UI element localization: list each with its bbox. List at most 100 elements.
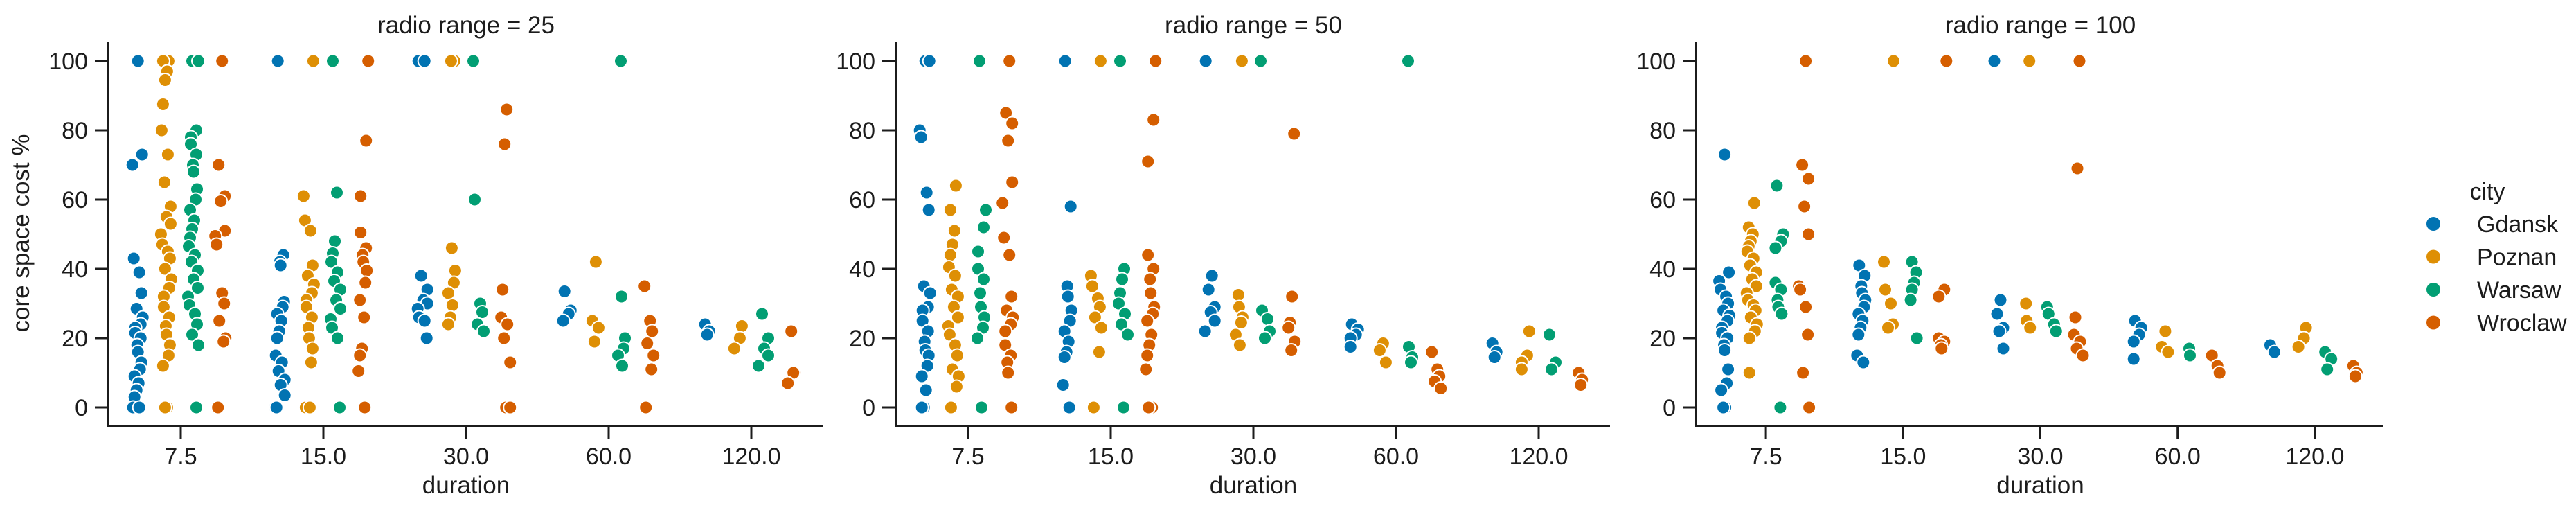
data-point bbox=[1851, 327, 1866, 342]
y-tick-mark bbox=[882, 337, 895, 340]
data-point bbox=[1487, 350, 1502, 364]
data-point bbox=[949, 348, 965, 363]
data-point bbox=[2347, 369, 2363, 384]
data-point bbox=[1140, 348, 1155, 363]
data-point bbox=[2266, 344, 2282, 360]
data-point bbox=[734, 319, 749, 333]
data-point bbox=[1004, 400, 1019, 415]
data-point bbox=[2158, 324, 2173, 339]
data-point bbox=[351, 364, 366, 378]
data-point bbox=[186, 164, 201, 179]
y-tick-label: 80 bbox=[849, 118, 875, 144]
data-point bbox=[646, 348, 661, 363]
data-point bbox=[645, 324, 660, 339]
data-point bbox=[1939, 53, 1954, 69]
facet-title: radio range = 25 bbox=[377, 12, 555, 39]
data-point bbox=[555, 313, 571, 328]
data-point bbox=[1795, 157, 1810, 173]
y-tick-label: 20 bbox=[62, 326, 88, 352]
data-point bbox=[1934, 341, 1949, 356]
data-point bbox=[1062, 400, 1077, 415]
data-point bbox=[640, 336, 655, 351]
data-point bbox=[444, 240, 459, 256]
data-point bbox=[1989, 306, 2005, 322]
x-tick-mark bbox=[1109, 427, 1112, 439]
data-point bbox=[157, 73, 172, 87]
data-point bbox=[1204, 268, 1219, 283]
x-tick-mark bbox=[465, 427, 467, 439]
data-point bbox=[1281, 320, 1296, 335]
data-point bbox=[497, 137, 512, 152]
data-point bbox=[1093, 320, 1109, 335]
data-point bbox=[1143, 285, 1159, 301]
data-point bbox=[2126, 334, 2141, 349]
data-point bbox=[1141, 247, 1156, 263]
legend-label: Poznan bbox=[2477, 245, 2557, 271]
data-point bbox=[1260, 312, 1275, 326]
data-point bbox=[130, 53, 145, 69]
data-point bbox=[942, 247, 958, 263]
data-point bbox=[132, 400, 147, 415]
data-point bbox=[1258, 331, 1272, 346]
facet-panel-2: radio range = 100 0 20 40 60 80 100 7.5 15.0 30.0… bbox=[1636, 12, 2383, 499]
data-point bbox=[1996, 341, 2011, 356]
data-point bbox=[417, 53, 432, 69]
data-point bbox=[949, 379, 964, 394]
data-point bbox=[1714, 382, 1729, 398]
data-point bbox=[614, 53, 628, 69]
data-point bbox=[999, 105, 1014, 121]
data-point bbox=[1197, 324, 1213, 339]
data-point bbox=[1717, 147, 1733, 162]
data-point bbox=[447, 263, 463, 278]
x-tick-mark bbox=[322, 427, 325, 439]
data-point bbox=[1877, 254, 1891, 270]
data-point bbox=[947, 268, 963, 283]
data-point bbox=[134, 147, 150, 162]
y-tick-mark bbox=[95, 267, 107, 270]
y-tick-mark bbox=[1683, 198, 1695, 201]
data-point bbox=[1234, 53, 1249, 69]
y-tick-label: 0 bbox=[75, 395, 88, 421]
data-point bbox=[1514, 362, 1529, 377]
data-point bbox=[132, 265, 147, 280]
data-point bbox=[976, 272, 991, 287]
data-point bbox=[353, 225, 368, 240]
data-point bbox=[1378, 355, 1393, 370]
legend-item-gdansk: Gdansk bbox=[2426, 211, 2559, 238]
data-point bbox=[918, 382, 933, 398]
data-point bbox=[1143, 272, 1158, 287]
y-tick-label: 20 bbox=[849, 326, 875, 352]
data-point bbox=[1114, 317, 1129, 332]
data-point bbox=[943, 400, 958, 415]
data-point bbox=[1115, 272, 1129, 287]
y-axis-spine bbox=[107, 42, 109, 427]
data-point bbox=[1141, 400, 1156, 415]
data-point bbox=[419, 331, 434, 346]
data-point bbox=[154, 123, 169, 138]
y-tick-mark bbox=[1683, 337, 1695, 340]
data-point bbox=[2183, 348, 2197, 363]
data-point bbox=[211, 400, 226, 415]
y-tick-label: 40 bbox=[849, 256, 875, 283]
data-point bbox=[1992, 324, 2007, 339]
data-point bbox=[995, 195, 1010, 211]
data-point bbox=[270, 53, 285, 69]
data-point bbox=[1113, 53, 1127, 69]
data-point bbox=[1343, 340, 1358, 354]
y-tick-label: 40 bbox=[1649, 256, 1676, 283]
data-point bbox=[217, 296, 232, 311]
y-tick-label: 0 bbox=[862, 395, 875, 421]
data-point bbox=[417, 313, 432, 328]
data-point bbox=[1721, 362, 1736, 377]
data-point bbox=[1063, 199, 1078, 214]
data-point bbox=[134, 285, 149, 301]
data-point bbox=[1987, 53, 2002, 69]
data-point bbox=[1544, 362, 1559, 377]
data-point bbox=[211, 157, 226, 173]
data-point bbox=[1198, 53, 1213, 69]
data-point bbox=[978, 202, 993, 218]
data-point bbox=[361, 53, 376, 69]
data-point bbox=[1005, 116, 1020, 131]
y-tick-label: 20 bbox=[1649, 326, 1676, 352]
data-point bbox=[440, 317, 456, 332]
